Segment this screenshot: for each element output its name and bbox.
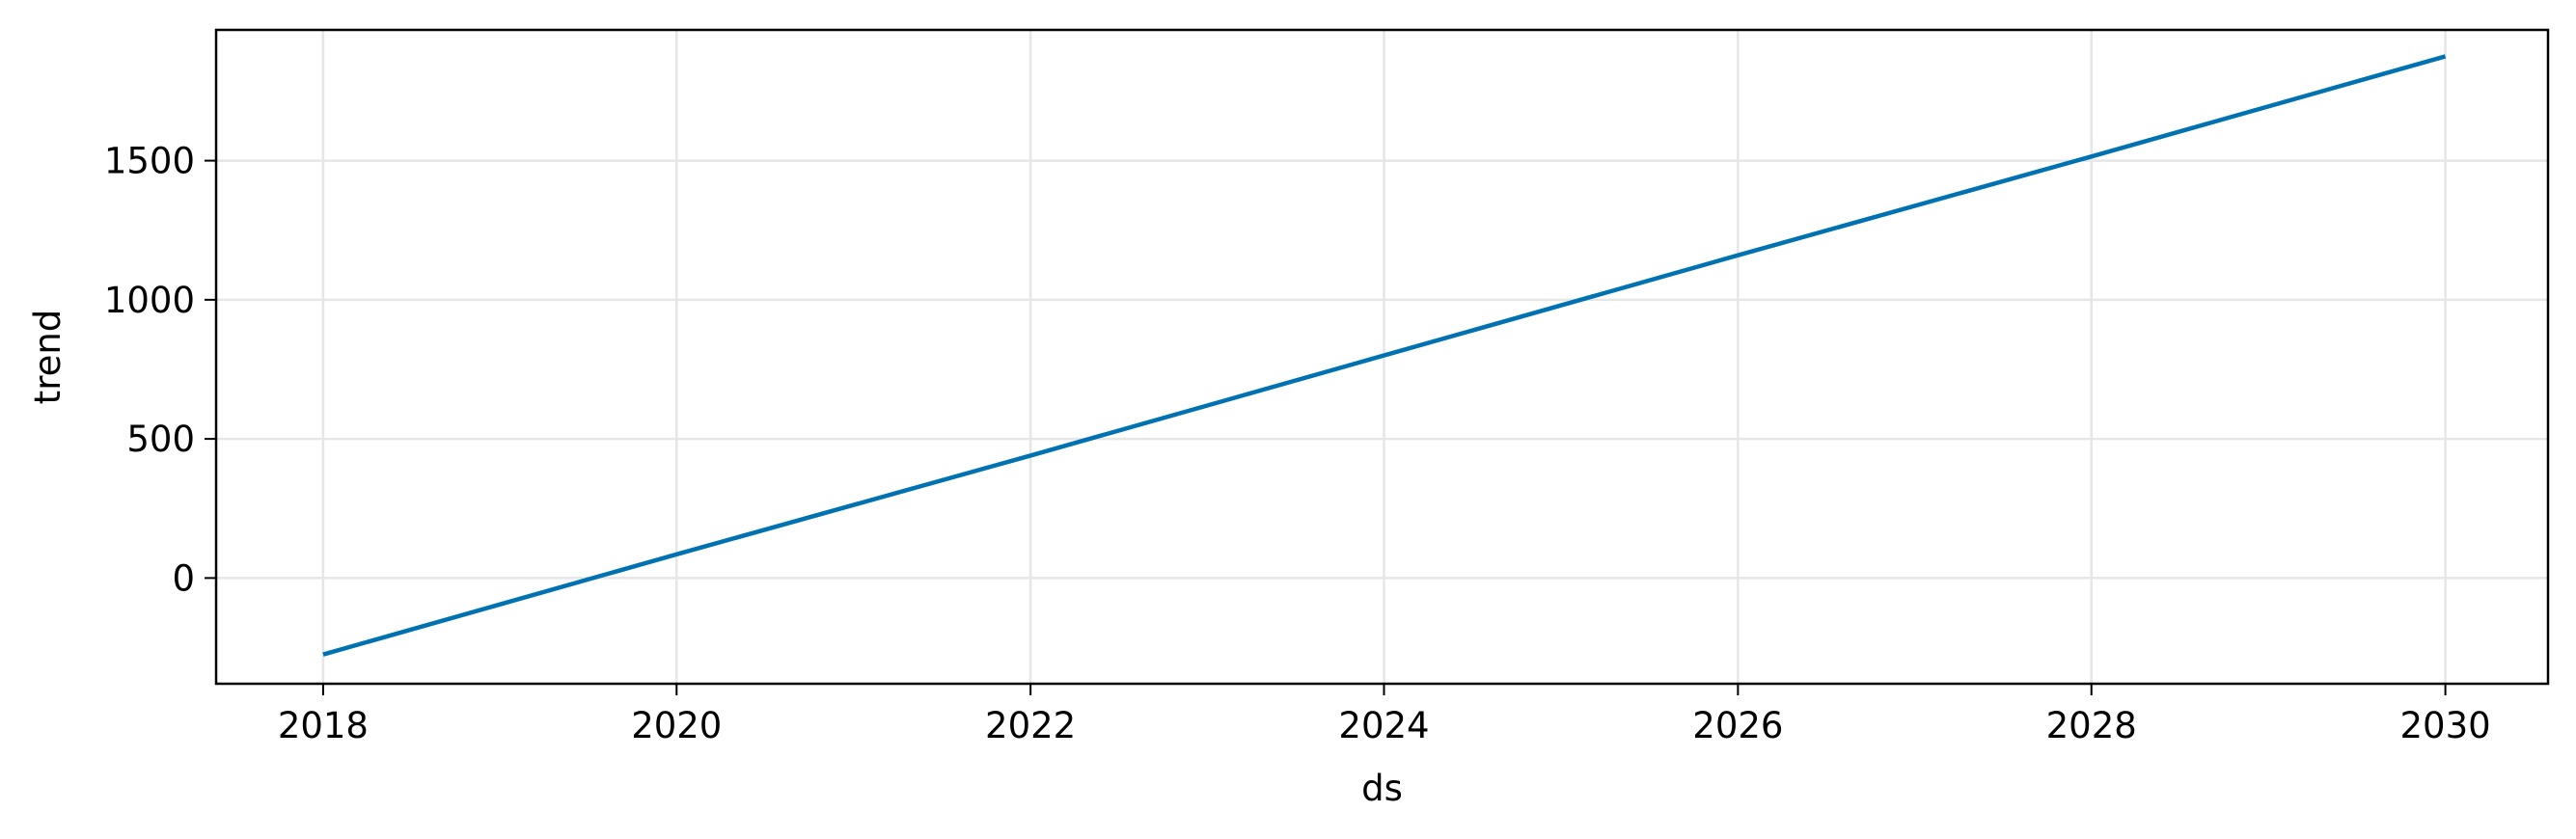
- y-tick-label: 500: [126, 419, 195, 460]
- x-tick-label: 2018: [278, 705, 369, 746]
- trend-series-line: [322, 54, 2447, 657]
- x-axis: 2018 2020 2022 2024 2026 2028 2030: [278, 684, 2491, 746]
- y-tick-label: 0: [172, 557, 195, 599]
- grid: [216, 30, 2548, 684]
- y-tick-label: 1500: [104, 141, 195, 182]
- y-tick-label: 1000: [104, 280, 195, 321]
- x-tick-label: 2024: [1338, 705, 1429, 746]
- series-layer: [322, 54, 2447, 657]
- y-axis-label: trend: [27, 310, 69, 405]
- x-axis-label: ds: [1361, 768, 1403, 809]
- x-tick-label: 2020: [631, 705, 722, 746]
- x-tick-label: 2030: [2400, 705, 2491, 746]
- y-axis: 0 500 1000 1500: [104, 141, 216, 599]
- x-tick-label: 2026: [1692, 705, 1783, 746]
- x-tick-label: 2028: [2046, 705, 2137, 746]
- x-tick-label: 2022: [985, 705, 1076, 746]
- plot-frame: [214, 28, 2550, 686]
